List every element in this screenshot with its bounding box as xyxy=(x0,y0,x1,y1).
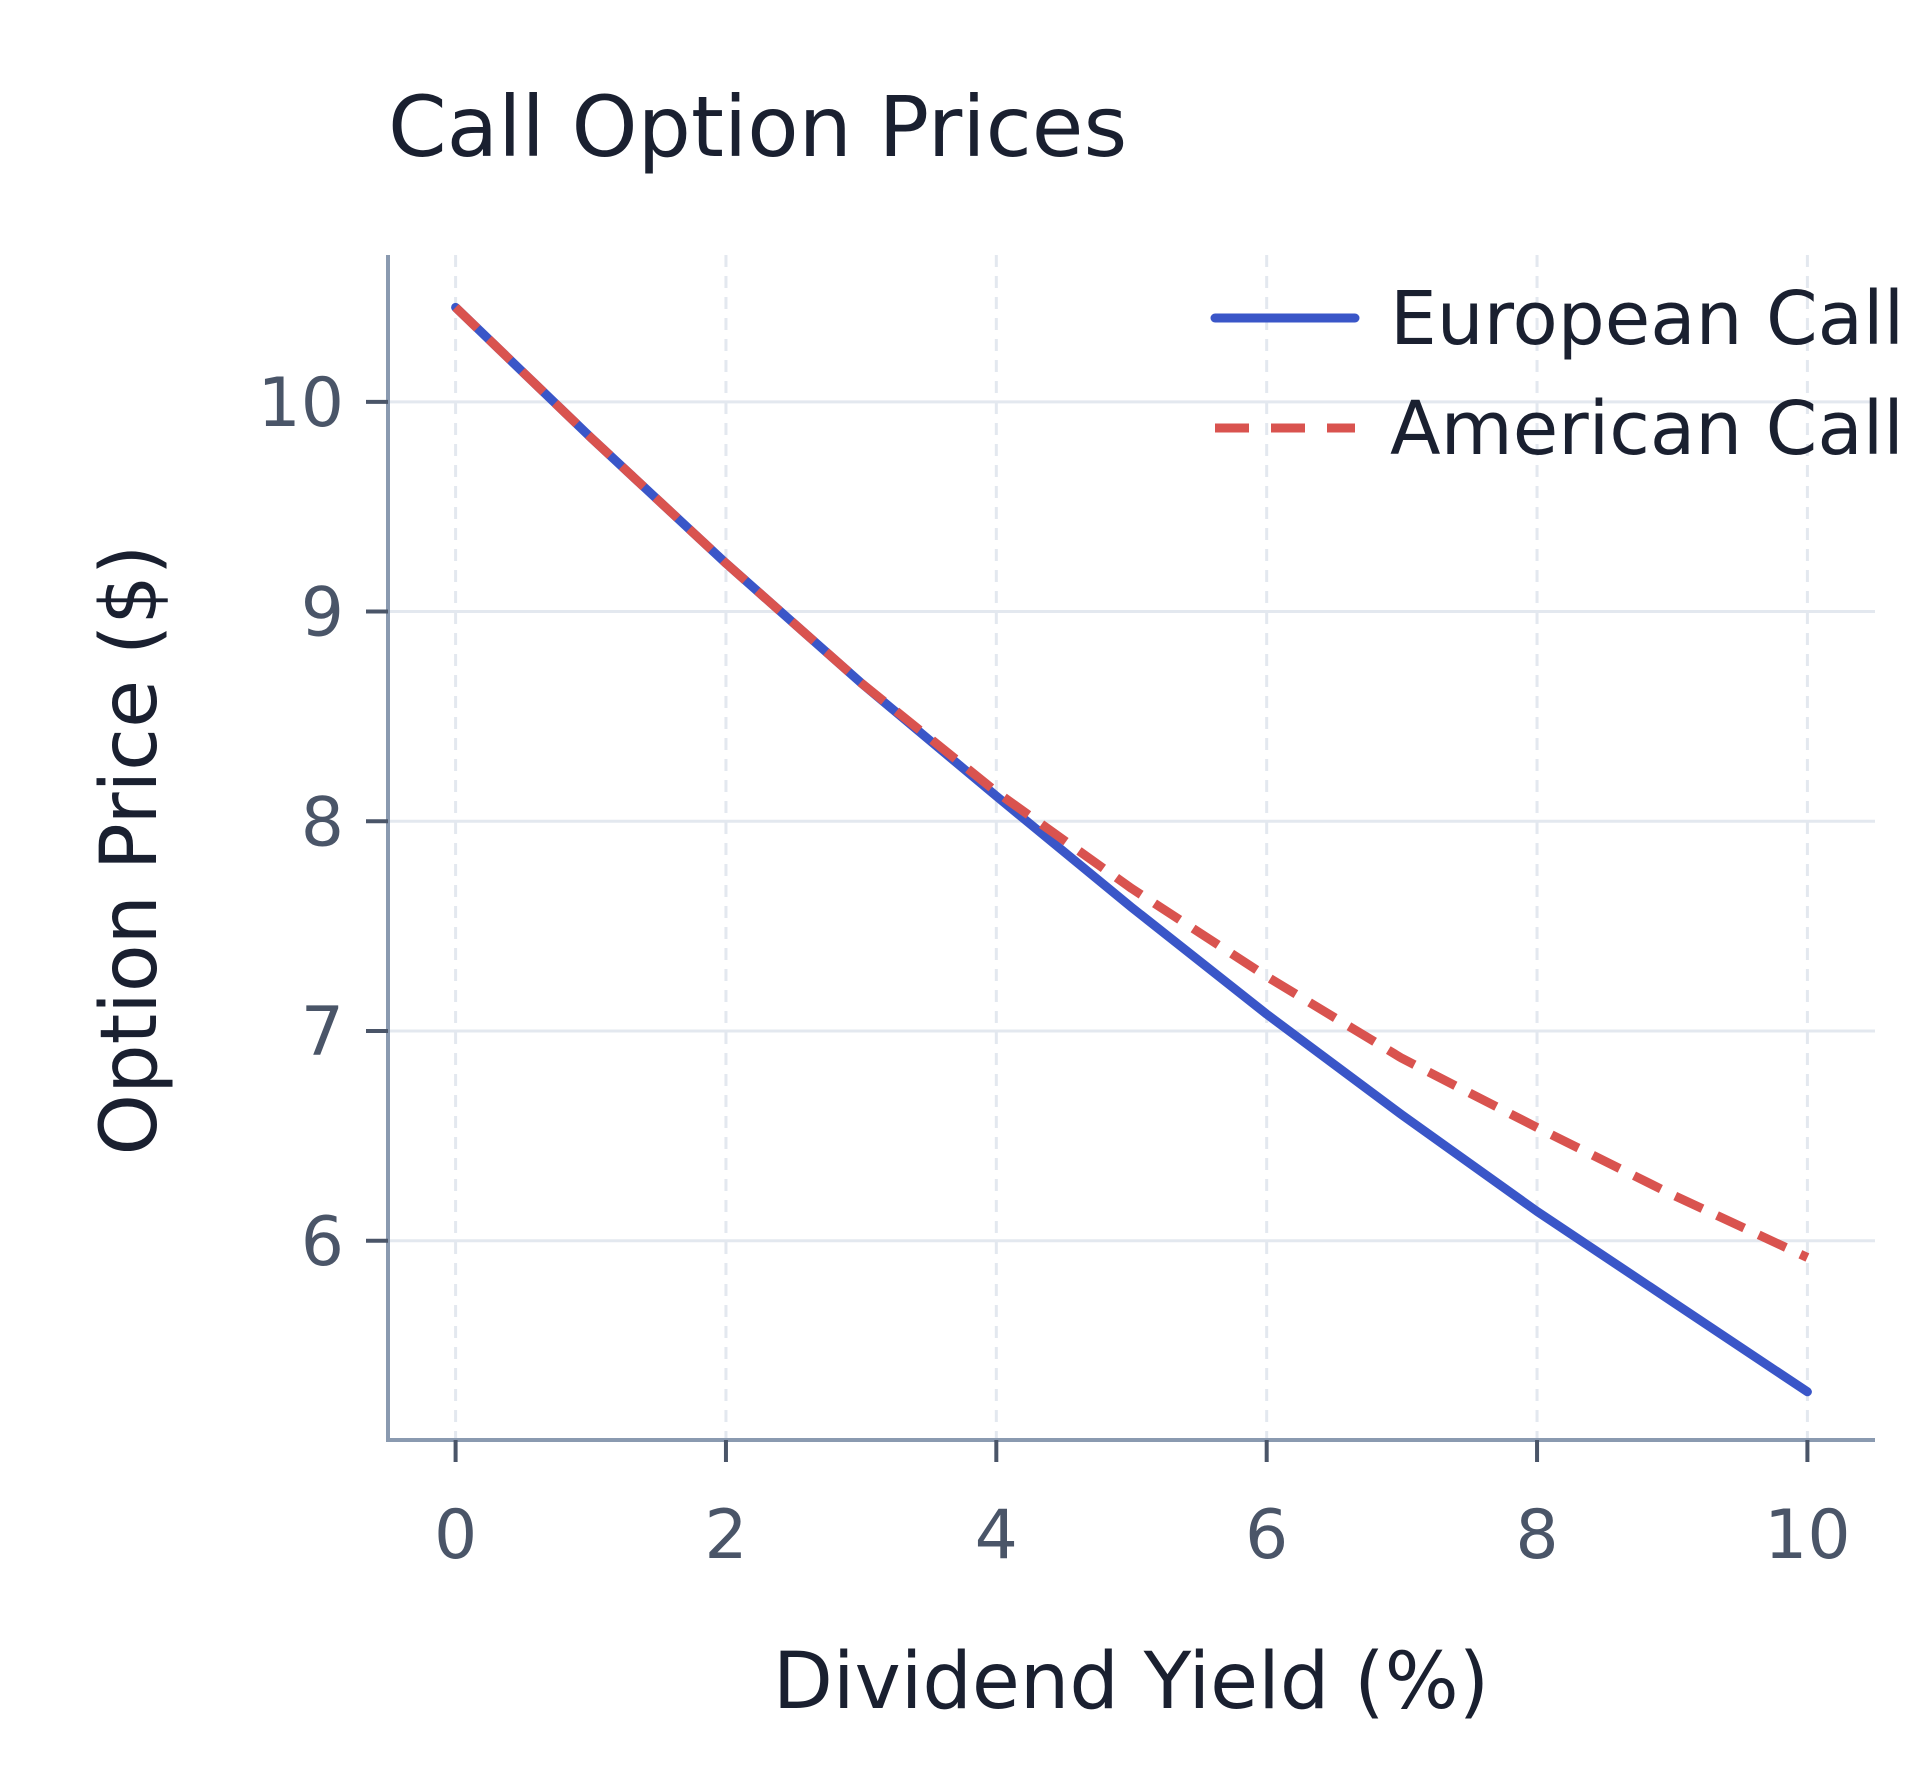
y-tick-label-9: 9 xyxy=(301,574,344,653)
y-tick-label-6: 6 xyxy=(301,1203,344,1282)
legend-label-european-call: European Call xyxy=(1390,276,1904,362)
chart-title: Call Option Prices xyxy=(388,78,1127,176)
x-tick-label-10: 10 xyxy=(1764,1496,1851,1575)
x-axis-label: Dividend Yield (%) xyxy=(773,1637,1489,1727)
x-tick-label-8: 8 xyxy=(1515,1496,1558,1575)
legend-label-american-call: American Call xyxy=(1390,386,1904,472)
legend: European Call American Call xyxy=(1210,276,1904,472)
y-axis-label: Option Price ($) xyxy=(85,545,175,1156)
x-tick-label-4: 4 xyxy=(975,1496,1018,1575)
y-tick-label-10: 10 xyxy=(257,364,344,443)
y-tick-label-8: 8 xyxy=(301,783,344,862)
y-tick-label-7: 7 xyxy=(301,993,344,1072)
grid xyxy=(388,255,1875,1440)
x-tick-label-0: 0 xyxy=(434,1496,477,1575)
axes xyxy=(386,255,1875,1442)
series-line-european-call xyxy=(451,302,1812,1397)
series-line-american-call xyxy=(452,304,1810,1262)
ticks: 0 2 4 6 8 10 6 7 8 9 10 xyxy=(257,364,1850,1575)
x-tick-label-6: 6 xyxy=(1245,1496,1288,1575)
series-layer xyxy=(451,302,1812,1397)
axis-spines xyxy=(386,255,1875,1442)
x-tick-label-2: 2 xyxy=(704,1496,747,1575)
